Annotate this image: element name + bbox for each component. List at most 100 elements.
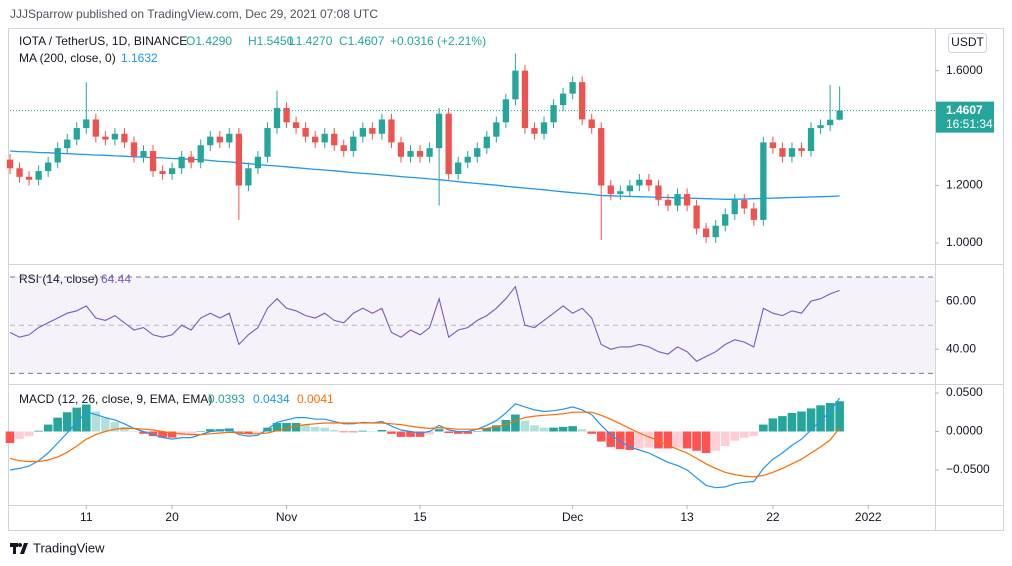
candle-body xyxy=(226,133,233,143)
macd-histogram-bar xyxy=(692,431,701,451)
candle-body xyxy=(73,128,80,140)
ohlc-value: L1.4270 xyxy=(289,34,333,48)
macd-histogram-bar xyxy=(501,419,511,432)
candle-body xyxy=(25,176,33,180)
x-tick-label: 20 xyxy=(165,510,179,524)
macd-histogram-bar xyxy=(310,426,320,432)
candle-body xyxy=(64,139,71,149)
macd-histogram-bar xyxy=(720,431,730,447)
macd-histogram-bar xyxy=(492,425,501,432)
macd-histogram-bar xyxy=(587,431,596,434)
macd-histogram-bar xyxy=(549,427,558,432)
macd-histogram-bar xyxy=(320,427,329,432)
candle-body xyxy=(149,151,157,172)
macd-histogram-bar xyxy=(768,418,778,432)
macd-histogram-bar xyxy=(291,423,301,432)
macd-histogram-bar xyxy=(377,429,387,432)
candle-body xyxy=(760,142,767,220)
candle-body xyxy=(188,156,195,163)
bar-countdown: 16:51:34 xyxy=(946,117,993,131)
candle-body xyxy=(83,119,90,129)
macd-histogram-bar xyxy=(205,429,215,432)
currency-button[interactable] xyxy=(948,33,987,53)
y-tick-label: 1.0000 xyxy=(946,235,983,249)
macd-histogram-bar xyxy=(406,431,415,437)
macd-histogram-bar xyxy=(139,431,148,434)
candle-body xyxy=(779,148,786,157)
macd-histogram-bar xyxy=(387,431,396,434)
candle-body xyxy=(283,107,290,123)
macd-histogram-bar xyxy=(625,431,635,450)
macd-histogram-bar xyxy=(244,431,253,434)
candle-body xyxy=(92,119,99,137)
candle-body xyxy=(674,194,681,206)
ma-legend: MA (200, close, 0) xyxy=(19,51,116,65)
candle-body xyxy=(531,128,538,134)
macd-histogram-bar xyxy=(616,431,625,450)
last-price-box xyxy=(936,101,994,133)
macd-histogram-bar xyxy=(225,428,234,432)
macd-histogram-bar xyxy=(816,405,825,432)
candle-body xyxy=(607,185,614,195)
candle-body xyxy=(140,151,147,157)
candle-body xyxy=(464,156,471,163)
candle-body xyxy=(378,119,386,134)
y-tick-label: 0.0000 xyxy=(946,424,983,438)
candle-body xyxy=(130,142,138,157)
publisher-line: JJJSparrow published on TradingView.com,… xyxy=(10,7,378,21)
candle-body xyxy=(254,156,262,169)
candle-body xyxy=(474,148,481,157)
candle-body xyxy=(340,145,347,152)
macd-histogram-bar xyxy=(673,431,682,448)
rsi-line xyxy=(9,285,840,362)
macd-histogram-bar xyxy=(520,420,530,432)
macd-histogram-bar xyxy=(701,431,711,454)
macd-histogram-bar xyxy=(825,403,835,432)
candle-body xyxy=(397,142,405,157)
macd-histogram-bar xyxy=(739,431,749,438)
macd-histogram-bar xyxy=(577,429,587,432)
macd-histogram-bar xyxy=(368,431,377,432)
macd-line xyxy=(9,397,841,489)
candle-body xyxy=(521,70,529,129)
candle-body xyxy=(350,136,357,152)
macd-histogram-bar xyxy=(129,431,139,432)
macd-histogram-bar xyxy=(463,431,473,434)
candle-body xyxy=(712,225,719,238)
macd-histogram-bar xyxy=(101,417,110,432)
macd-histogram-bar xyxy=(797,411,806,432)
candle-body xyxy=(798,148,805,152)
macd-histogram-bar xyxy=(444,431,453,434)
candle-body xyxy=(302,128,309,137)
macd-histogram-bar xyxy=(730,431,740,441)
candle-body xyxy=(102,136,109,140)
macd-histogram-bar xyxy=(91,411,101,432)
candle-body xyxy=(35,171,42,180)
candle-body xyxy=(407,151,414,157)
candle-body xyxy=(168,168,176,174)
x-tick-label: Dec xyxy=(562,510,583,524)
candle-body xyxy=(359,128,366,137)
macd-histogram-bar xyxy=(453,431,463,434)
macd-histogram-bar xyxy=(778,416,787,432)
last-price-label: 1.4607 xyxy=(946,103,983,117)
macd-histogram-bar xyxy=(62,412,72,432)
ma-value: 1.1632 xyxy=(121,51,158,65)
footer-logo xyxy=(10,543,28,554)
macd-histogram-bar xyxy=(167,431,177,438)
candle-body xyxy=(731,199,738,215)
macd-histogram-bar xyxy=(787,413,797,432)
candle-body xyxy=(569,82,576,94)
macd-histogram-bar xyxy=(272,423,282,432)
x-tick-label: 15 xyxy=(413,510,427,524)
candle-body xyxy=(559,93,567,106)
macd-histogram-bar xyxy=(644,431,654,448)
currency-button-label[interactable]: USDT xyxy=(951,35,984,49)
candle-body xyxy=(245,168,252,186)
candle-body xyxy=(16,168,23,177)
y-tick-label: 60.00 xyxy=(946,293,976,307)
macd-histogram-bar xyxy=(358,430,368,432)
macd-histogram-bar xyxy=(301,424,310,432)
candle-body xyxy=(836,110,843,120)
candle-body xyxy=(722,214,729,226)
